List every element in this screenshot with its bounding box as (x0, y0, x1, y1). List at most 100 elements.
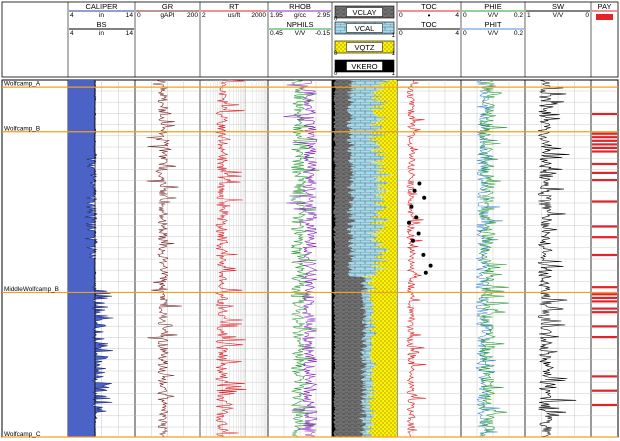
pay-flag (592, 311, 617, 314)
vcal-scale-max: 1 (392, 33, 396, 39)
scale-min: 4 (70, 12, 74, 19)
header-frame (1, 1, 619, 78)
scale-max: 4 (455, 30, 459, 37)
pay-flag (592, 286, 617, 289)
toc-core-point (423, 270, 428, 275)
pay-flag (592, 132, 617, 135)
pay-flag (592, 146, 617, 149)
toc-core-point (411, 238, 415, 243)
pay-flag (592, 225, 617, 228)
scale-max: 200 (187, 12, 198, 19)
vkero-fill (332, 80, 336, 437)
scale-min: 0 (463, 12, 467, 19)
pay-flag (592, 253, 617, 257)
curve-name-rhob: RHOB (289, 2, 311, 11)
curve-name-pay: PAY (598, 2, 612, 11)
rt-curve (214, 79, 247, 438)
pay-flag (592, 293, 617, 296)
pay-flag (592, 336, 617, 339)
phie-curve (478, 79, 509, 438)
volumetric-legend-labelbox (346, 7, 383, 17)
curve-name-toc: TOC (421, 2, 437, 11)
pay-flag (592, 236, 617, 239)
scale-max: 14 (126, 30, 134, 37)
vclay-fill (333, 80, 369, 437)
scale-unit: in (99, 12, 104, 19)
curve-name-bs: BS (96, 20, 106, 29)
scale-marker: • (428, 11, 431, 20)
curve-name-toc: TOC (421, 20, 437, 29)
toc-core-point (416, 231, 421, 236)
pay-flag (592, 296, 617, 299)
pay-flag (592, 171, 617, 174)
pay-legend-swatch (596, 14, 613, 20)
vqtz-scale-max: 1 (392, 51, 396, 57)
volumetric-name-vqtz: VQTZ (355, 43, 375, 52)
vclay-scale-min: 0 (334, 17, 338, 23)
pay-flag (592, 139, 617, 142)
curve-name-caliper: CALIPER (85, 2, 118, 11)
scale-max: 0 (585, 12, 589, 19)
curve-name-phie: PHIE (484, 2, 502, 11)
pay-flag (592, 375, 617, 378)
scale-min: 0 (463, 30, 467, 37)
toc-core-point (414, 215, 419, 220)
volumetric-legend-labelbox (346, 23, 383, 33)
scale-min: 1 (527, 12, 531, 19)
scale-unit: V/V (488, 12, 499, 19)
toc-curve (406, 79, 427, 438)
vcal-fill (346, 80, 394, 437)
pay-flag (592, 200, 617, 203)
formation-top-label: Wolfcamp_C (4, 431, 41, 438)
track-bodies (1, 79, 619, 438)
vkero-scale-min: 0 (334, 71, 338, 77)
pay-flag (592, 307, 617, 310)
pay-flag (592, 300, 617, 303)
scale-min: 0.45 (270, 30, 283, 37)
scale-unit: g/cc (294, 12, 307, 19)
scale-max: 0.2 (514, 30, 523, 37)
scale-max: 0.2 (514, 12, 523, 19)
toc-core-point (422, 195, 427, 200)
scale-min: 2 (202, 12, 206, 19)
scale-min: 0 (399, 30, 403, 37)
scale-max: 2.95 (317, 12, 330, 19)
toc-core-point (421, 252, 426, 257)
toc-core-point (428, 263, 433, 268)
scale-max: -0.15 (315, 30, 330, 37)
scale-unit: in (99, 30, 104, 37)
volumetric-legend-labelbox (346, 61, 383, 71)
pay-flag (592, 143, 617, 146)
vqtz-fill (360, 80, 397, 437)
scale-unit: V/V (553, 12, 564, 19)
scale-min: 0 (399, 12, 403, 19)
vqtz-scale-min: 0 (334, 51, 338, 57)
sw-curve (537, 79, 577, 438)
vkero-scale-max: 1 (392, 71, 396, 77)
gr-curve (146, 79, 182, 438)
rhob-curve (283, 79, 318, 438)
pay-flag (592, 112, 617, 116)
formation-top-label: MiddleWolfcamp_B (4, 286, 59, 293)
volumetric-name-vclay: VCLAY (352, 8, 376, 17)
scale-min: 1.95 (270, 12, 283, 19)
scale-unit: V/V (295, 30, 306, 37)
scale-min: 0 (137, 12, 141, 19)
toc-core-point (409, 204, 414, 209)
scale-min: 4 (70, 30, 74, 37)
formation-top-label: Wolfcamp_B (4, 125, 40, 132)
caliper-fill (68, 80, 114, 437)
curve-name-gr: GR (162, 2, 174, 11)
pay-flag (592, 136, 617, 139)
curve-name-nphils: NPHILS (286, 20, 313, 29)
scale-unit: us/ft (228, 12, 241, 19)
scale-max: 4 (455, 12, 459, 19)
pay-flag (592, 162, 617, 166)
volumetric-name-vcal: VCAL (355, 24, 375, 33)
pay-flag (592, 179, 617, 182)
pay-flag (592, 325, 617, 328)
scale-unit: gAPI (160, 12, 174, 19)
nphils-curve (290, 79, 320, 438)
